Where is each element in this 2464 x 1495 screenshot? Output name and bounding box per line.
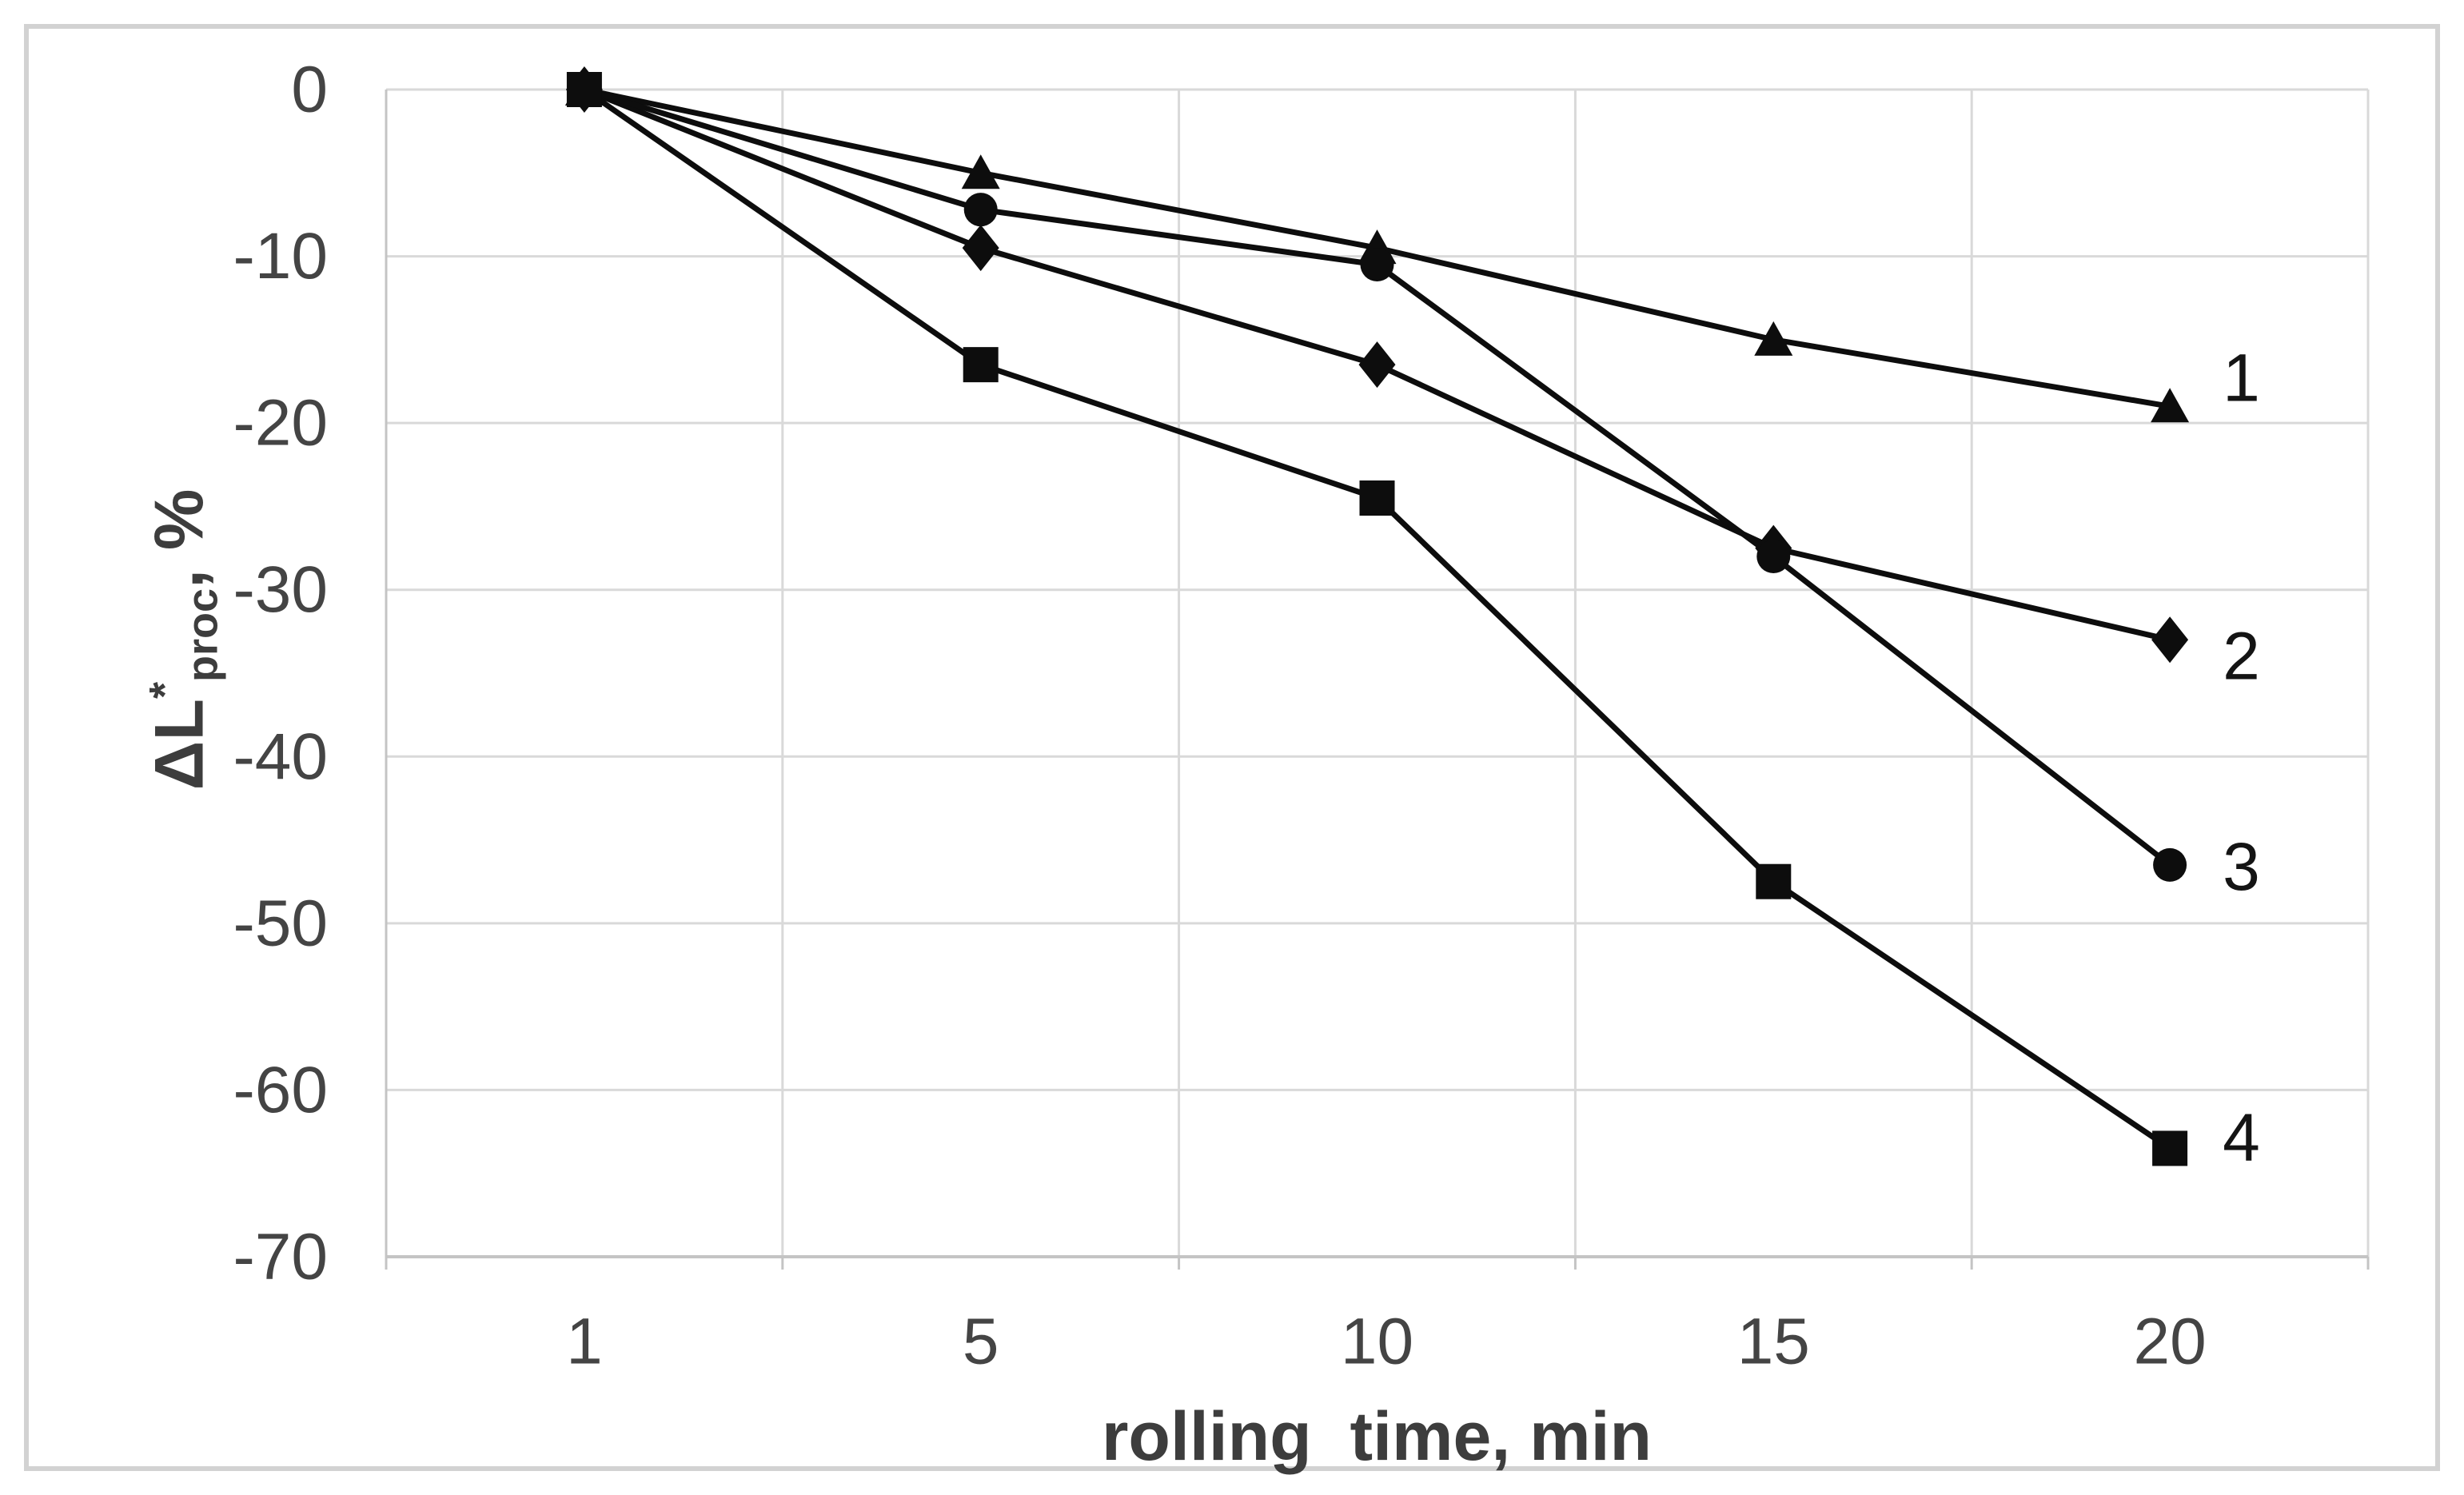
series-4-marker [2152, 1130, 2188, 1166]
series-2-marker [1358, 341, 1396, 389]
tick-labels-group: 0-10-20-30-40-50-60-701 5 10 15 20 [233, 54, 2206, 1378]
y-tick-label: -50 [233, 887, 328, 959]
series-group [564, 66, 2190, 1166]
series-end-labels-group: 1 2 3 4 [2223, 340, 2260, 1174]
series-3-marker [2153, 847, 2187, 882]
series-4-marker [963, 347, 999, 383]
series-3-end-label: 3 [2223, 829, 2260, 904]
series-3-marker [963, 193, 998, 227]
y-tick-label: -60 [233, 1054, 328, 1126]
y-axis-title-subscript: proc [178, 588, 227, 682]
y-tick-label: -20 [233, 387, 328, 460]
y-tick-label: -70 [233, 1221, 328, 1294]
y-tick-label: -40 [233, 720, 328, 793]
axis-lines-group [385, 88, 2370, 1270]
y-tick-label: -10 [233, 220, 328, 293]
series-3-marker [1360, 248, 1394, 281]
series-3-marker [1756, 540, 1791, 573]
series-1-marker [1754, 321, 1793, 356]
y-axis-title-unit: , % [141, 488, 218, 588]
x-tick-label: 1 [566, 1306, 603, 1378]
series-4-marker [566, 72, 602, 107]
series-2-end-label: 2 [2223, 618, 2260, 693]
gridlines-group [386, 90, 2368, 1257]
series-1-end-label: 1 [2223, 340, 2260, 415]
series-4-end-label: 4 [2223, 1099, 2260, 1174]
x-tick-label: 5 [963, 1306, 999, 1378]
y-axis-title-base: ΔL [141, 698, 218, 791]
series-2-marker [962, 225, 999, 272]
x-tick-label: 20 [2133, 1306, 2206, 1378]
series-2-marker [2151, 616, 2189, 664]
series-4-marker [1359, 480, 1395, 516]
series-1-marker [2151, 388, 2190, 423]
y-axis-title: ΔL*proc, % [140, 488, 227, 791]
y-tick-label: -30 [233, 553, 328, 626]
y-axis-title-superscript: * [140, 681, 189, 699]
y-tick-label: 0 [291, 54, 328, 126]
series-4-marker [1756, 863, 1792, 899]
series-1-marker [961, 154, 1000, 189]
x-axis-title: rolling time, min [1101, 1398, 1653, 1475]
series-3-line [581, 86, 2173, 868]
x-tick-label: 15 [1737, 1306, 1810, 1378]
x-tick-label: 10 [1341, 1306, 1413, 1378]
